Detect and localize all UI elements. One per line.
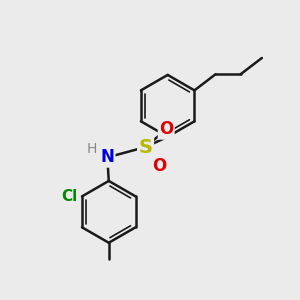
Text: Cl: Cl — [61, 189, 78, 204]
Text: N: N — [100, 148, 114, 166]
Text: O: O — [159, 120, 173, 138]
Text: H: H — [87, 142, 97, 156]
Text: S: S — [139, 138, 153, 157]
Text: O: O — [152, 157, 166, 175]
